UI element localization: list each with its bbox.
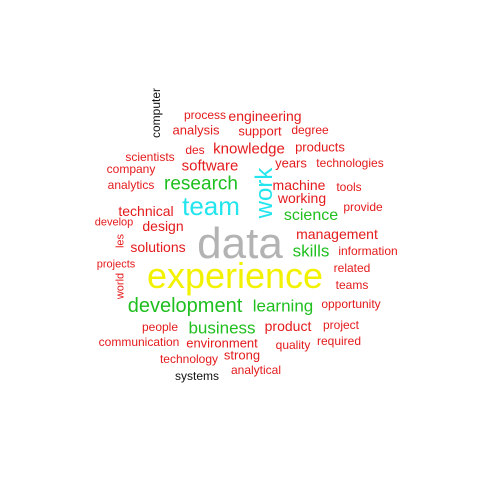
word-technical: technical <box>118 203 174 219</box>
word-management: management <box>296 226 378 242</box>
word-analysis: analysis <box>172 122 220 138</box>
word-world: world <box>114 272 127 300</box>
word-data: data <box>197 219 283 268</box>
word-people: people <box>141 320 179 334</box>
word-projects: projects <box>96 258 136 271</box>
word-systems: systems <box>174 369 220 383</box>
word-software: software <box>181 157 239 175</box>
word-engineering: engineering <box>228 108 302 124</box>
word-teams: teams <box>335 278 369 292</box>
word-strong: strong <box>223 347 261 363</box>
word-technology: technology <box>159 352 219 366</box>
word-opportunity: opportunity <box>321 297 381 311</box>
word-develop: develop <box>94 216 134 229</box>
word-scientists: scientists <box>125 150 175 164</box>
word-des: des <box>185 143 205 157</box>
word-research: research <box>164 173 238 195</box>
word-products: products <box>295 139 345 155</box>
word-technologies: technologies <box>316 156 384 170</box>
word-analytical: analytical <box>230 363 282 377</box>
word-working: working <box>277 190 327 206</box>
word-development: development <box>127 295 243 317</box>
word-team: team <box>182 191 240 221</box>
word-tools: tools <box>336 180 362 194</box>
word-company: company <box>106 162 156 176</box>
word-communication: communication <box>98 335 180 349</box>
word-les: les <box>114 233 127 249</box>
word-related: related <box>333 261 371 275</box>
word-provide: provide <box>343 200 383 214</box>
word-knowledge: knowledge <box>213 140 285 158</box>
word-required: required <box>316 334 362 348</box>
word-machine: machine <box>272 177 326 193</box>
word-computer: computer <box>149 87 163 139</box>
word-degree: degree <box>291 123 329 137</box>
word-years: years <box>275 155 307 171</box>
word-skills: skills <box>292 241 330 261</box>
word-process: process <box>183 108 227 122</box>
word-work: work <box>251 167 278 219</box>
word-experience: experience <box>146 255 324 296</box>
word-quality: quality <box>275 338 311 352</box>
word-solutions: solutions <box>130 239 186 255</box>
word-analytics: analytics <box>107 178 155 192</box>
word-business: business <box>188 318 256 338</box>
word-information: information <box>338 244 398 258</box>
word-support: support <box>238 123 282 139</box>
word-design: design <box>142 218 184 234</box>
word-learning: learning <box>252 296 314 316</box>
word-product: product <box>264 318 312 334</box>
word-environment: environment <box>186 335 258 351</box>
word-project: project <box>322 318 360 332</box>
word-science: science <box>283 207 339 224</box>
